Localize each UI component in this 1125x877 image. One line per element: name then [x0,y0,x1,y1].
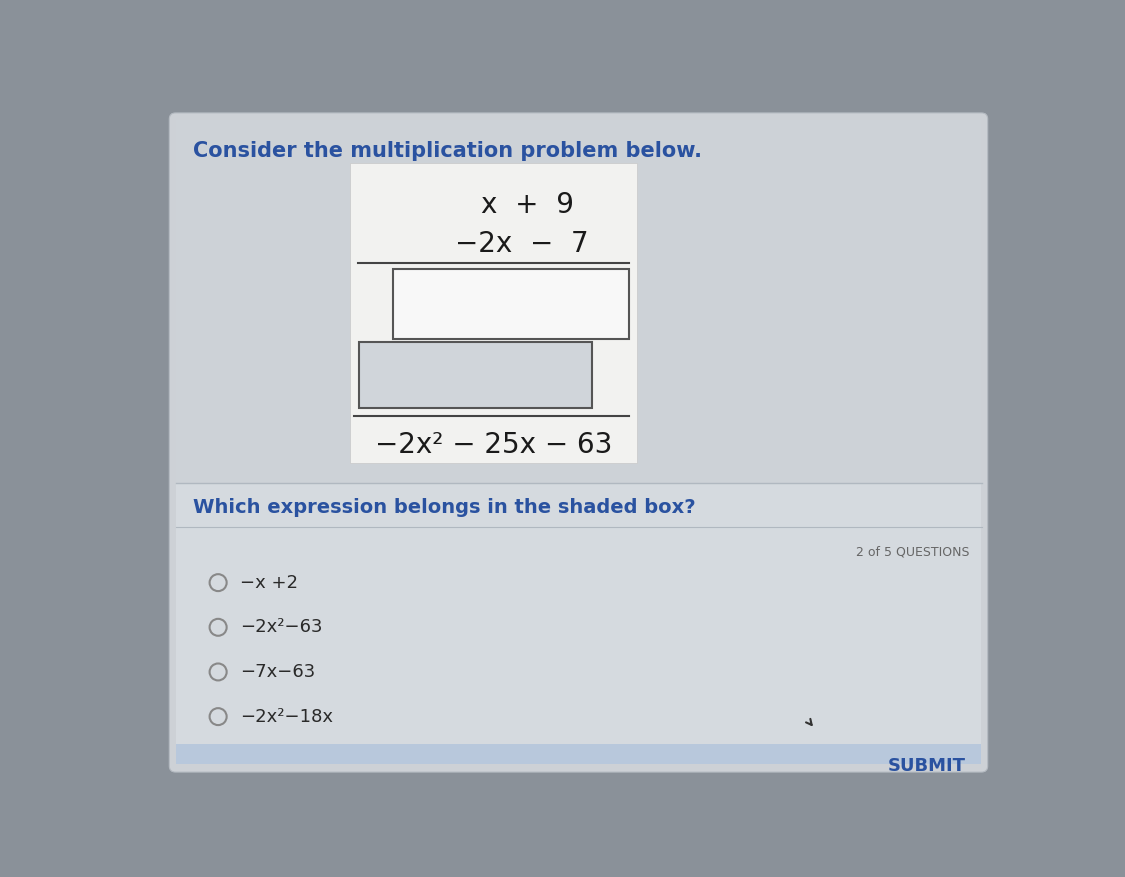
Text: −2x² − 25x − 63: −2x² − 25x − 63 [375,431,612,459]
Text: −2x  −  7: −2x − 7 [455,230,588,258]
Bar [350,163,637,463]
Bar [177,120,981,482]
Text: Which expression belongs in the shaded box?: Which expression belongs in the shaded b… [192,497,695,517]
Text: 2 of 5 QUESTIONS: 2 of 5 QUESTIONS [856,545,970,559]
Text: −7x−63: −7x−63 [240,663,315,681]
Text: −x +2: −x +2 [240,574,298,592]
Bar [177,482,981,745]
Text: −2x²−63: −2x²−63 [240,618,323,637]
Bar [393,269,629,339]
Text: −2x²−18x: −2x²−18x [240,708,333,725]
FancyBboxPatch shape [169,113,988,772]
Bar [177,745,981,765]
Bar [359,342,592,408]
Text: SUBMIT: SUBMIT [888,757,966,775]
Text: x  +  9: x + 9 [482,191,574,219]
Text: Consider the multiplication problem below.: Consider the multiplication problem belo… [192,141,702,161]
